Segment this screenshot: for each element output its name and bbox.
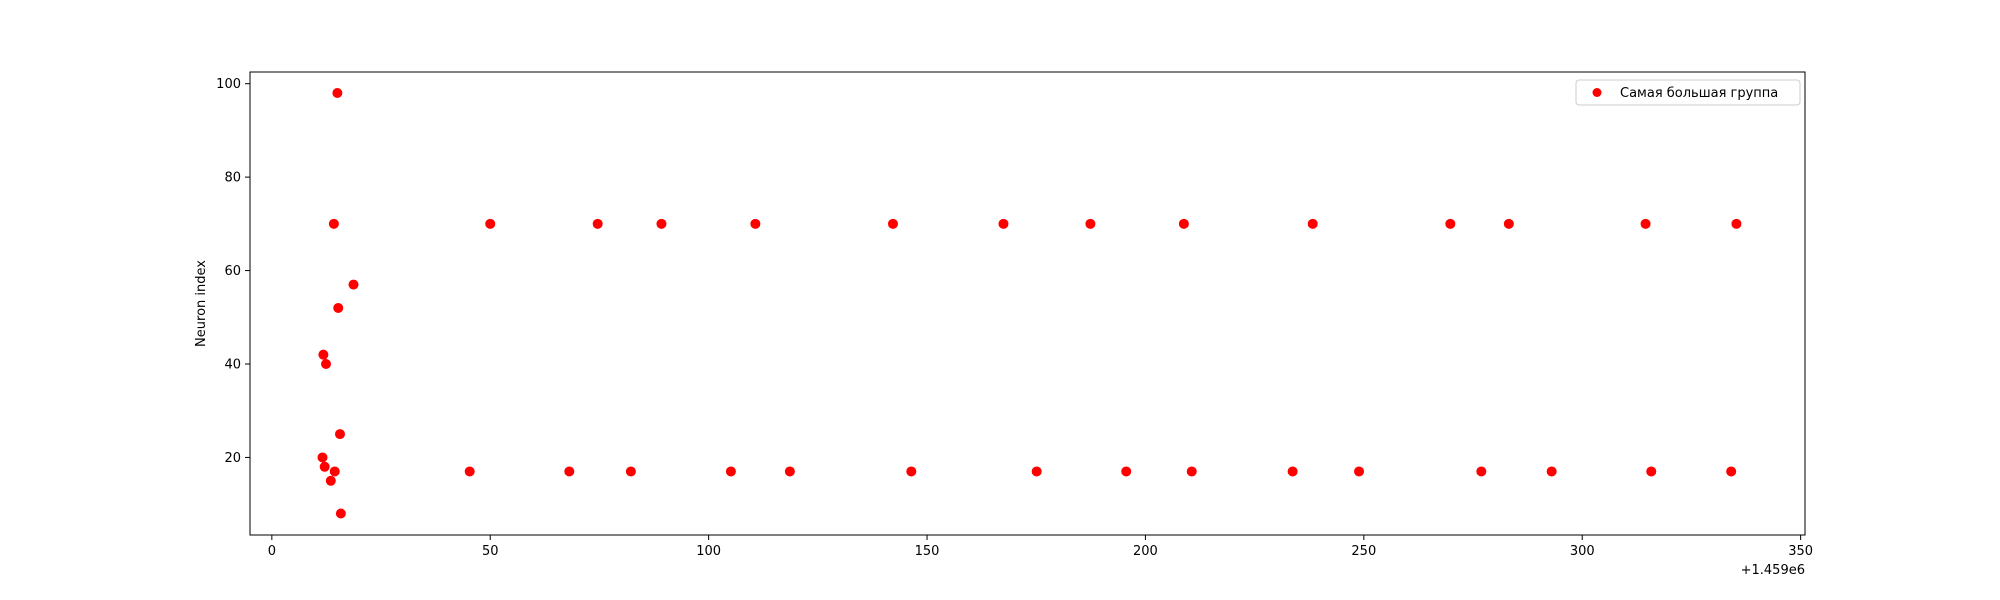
data-point xyxy=(725,466,736,477)
data-point xyxy=(1476,466,1487,477)
legend-marker xyxy=(1592,88,1602,97)
data-point xyxy=(318,349,329,360)
data-point xyxy=(317,452,328,463)
x-tick-label: 100 xyxy=(696,544,721,559)
data-point xyxy=(1640,218,1651,229)
data-point xyxy=(592,218,603,229)
data-point xyxy=(319,461,330,472)
data-point xyxy=(325,475,336,486)
y-tick-label: 60 xyxy=(224,264,241,279)
data-point xyxy=(656,218,667,229)
data-point xyxy=(464,466,475,477)
data-point xyxy=(332,88,343,99)
data-point xyxy=(1546,466,1557,477)
x-axis-offset-label: +1.459e6 xyxy=(1741,563,1805,578)
data-point xyxy=(321,359,332,370)
data-point xyxy=(333,302,344,313)
data-point xyxy=(1178,218,1189,229)
data-point xyxy=(335,508,346,519)
x-tick-label: 250 xyxy=(1351,544,1376,559)
x-tick-label: 0 xyxy=(268,544,276,559)
data-point xyxy=(1646,466,1657,477)
data-point xyxy=(887,218,898,229)
data-point xyxy=(1354,466,1365,477)
data-point xyxy=(334,429,345,440)
legend-box xyxy=(1575,79,1801,106)
y-tick-label: 100 xyxy=(216,77,241,92)
x-axis: 0 50 100 150 200 250 300 350 xyxy=(268,535,1813,559)
data-point xyxy=(784,466,795,477)
y-tick-label: 40 xyxy=(224,358,241,373)
x-tick-label: 150 xyxy=(915,544,940,559)
x-tick-label: 200 xyxy=(1133,544,1158,559)
y-axis-label: Neuron index xyxy=(194,260,209,347)
data-point xyxy=(564,466,575,477)
data-point xyxy=(1503,218,1514,229)
data-point xyxy=(1287,466,1298,477)
data-point xyxy=(1031,466,1042,477)
data-point xyxy=(625,466,636,477)
data-point xyxy=(998,218,1009,229)
legend-label: Самая большая группа xyxy=(1620,86,1778,101)
data-point xyxy=(329,466,340,477)
data-point xyxy=(1085,218,1096,229)
data-point xyxy=(906,466,917,477)
x-tick-label: 350 xyxy=(1788,544,1813,559)
data-point xyxy=(1186,466,1197,477)
data-point xyxy=(1726,466,1737,477)
x-tick-label: 50 xyxy=(482,544,499,559)
data-point xyxy=(750,218,761,229)
plot-area xyxy=(250,72,1805,535)
data-point xyxy=(1307,218,1318,229)
data-point xyxy=(328,218,339,229)
y-axis: 20 40 60 80 100 xyxy=(216,77,250,466)
data-point xyxy=(485,218,496,229)
data-point xyxy=(348,279,359,290)
plot-frame xyxy=(249,71,1806,536)
data-point xyxy=(1445,218,1456,229)
data-point xyxy=(1121,466,1132,477)
x-tick-label: 300 xyxy=(1570,544,1595,559)
data-points xyxy=(317,88,1742,519)
data-point xyxy=(1731,218,1742,229)
y-tick-label: 80 xyxy=(224,171,241,186)
legend: Самая большая группа xyxy=(1575,79,1801,106)
y-tick-label: 20 xyxy=(224,451,241,466)
